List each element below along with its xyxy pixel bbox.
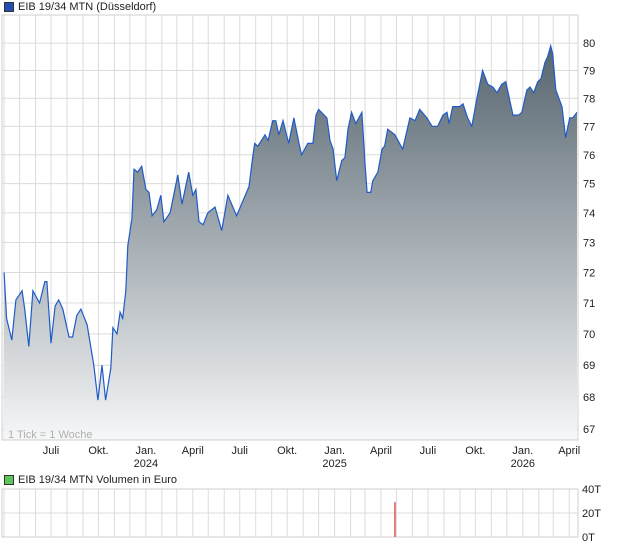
y-tick-label: 67	[583, 424, 595, 436]
x-tick-label: Juli	[231, 445, 248, 457]
volume-bar	[394, 502, 396, 537]
y-tick-label: 74	[583, 208, 595, 220]
price-plot-border	[1, 14, 579, 441]
tick-interval-note: 1 Tick = 1 Woche	[8, 429, 93, 441]
y-tick-label: 69	[583, 360, 595, 372]
y-tick-label: 73	[583, 238, 595, 250]
x-tick-label: April	[370, 445, 392, 457]
x-tick-year: 2025	[322, 458, 346, 470]
y-tick-label: 71	[583, 298, 595, 310]
price-legend-label: EIB 19/34 MTN (Düsseldorf)	[18, 1, 157, 13]
price-legend: EIB 19/34 MTN (Düsseldorf)	[4, 1, 156, 13]
x-tick-year: 2026	[511, 458, 535, 470]
x-tick-label: Okt.	[88, 445, 108, 457]
y-tick-label: 72	[583, 268, 595, 280]
volume-legend: EIB 19/34 MTN Volumen in Euro	[4, 474, 177, 486]
x-tick-label: Juli	[420, 445, 437, 457]
volume-y-tick-label: 0T	[582, 532, 595, 544]
x-tick-label: Jan.	[324, 445, 345, 457]
volume-y-tick-label: 20T	[582, 508, 601, 520]
x-tick-label: Okt.	[277, 445, 297, 457]
price-area	[4, 45, 577, 441]
volume-legend-label: EIB 19/34 MTN Volumen in Euro	[18, 474, 177, 486]
volume-legend-swatch	[4, 475, 14, 485]
y-tick-label: 77	[583, 121, 595, 133]
y-tick-label: 70	[583, 329, 595, 341]
y-tick-label: 78	[583, 93, 595, 105]
volume-y-tick-label: 40T	[582, 484, 601, 496]
volume-plot-border	[1, 488, 579, 538]
y-tick-label: 75	[583, 179, 595, 191]
x-tick-label: Jan.	[512, 445, 533, 457]
price-legend-swatch	[4, 2, 14, 12]
y-tick-label: 79	[583, 66, 595, 78]
price-line	[3, 43, 578, 401]
x-tick-label: April	[558, 445, 580, 457]
y-tick-label: 68	[583, 392, 595, 404]
x-tick-label: Jan.	[135, 445, 156, 457]
x-tick-year: 2024	[134, 458, 158, 470]
x-tick-label: Okt.	[465, 445, 485, 457]
y-tick-label: 76	[583, 150, 595, 162]
x-tick-label: Juli	[43, 445, 60, 457]
x-tick-label: April	[182, 445, 204, 457]
y-tick-label: 80	[583, 38, 595, 50]
